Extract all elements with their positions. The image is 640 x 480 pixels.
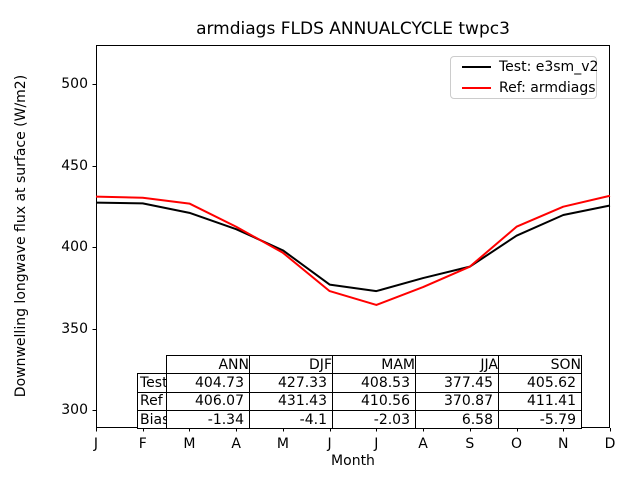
table-row: Test 404.73 427.33 408.53 377.45 405.62 (137, 373, 582, 393)
x-tick-label: M (183, 436, 196, 452)
table-cell: 405.62 (498, 373, 582, 393)
table-row-label: Bias (137, 409, 167, 430)
y-tick-label: 400 (61, 239, 88, 256)
table-cell: 370.87 (415, 391, 499, 411)
table-column-header: DJF (249, 354, 333, 375)
legend: Test: e3sm_v2 Ref: armdiags (450, 56, 599, 99)
table-cell: -5.79 (498, 409, 582, 430)
table-cell: -2.03 (332, 409, 416, 430)
x-tick-label: F (138, 436, 147, 452)
y-tick-label: 300 (61, 402, 88, 419)
x-tick-label: J (374, 436, 379, 452)
table-cell: -1.34 (166, 409, 250, 430)
table-row: Ref 406.07 431.43 410.56 370.87 411.41 (137, 391, 582, 411)
table-row-label: Ref (137, 391, 167, 411)
ref-line-sample-icon (462, 87, 491, 89)
seasonal-stats-table: ANN DJF MAM JJA SON Test 404.73 427.33 408.53 377… (137, 354, 582, 430)
table-cell: 377.45 (415, 373, 499, 393)
table-cell: 6.58 (415, 409, 499, 430)
ref-line (95, 194, 611, 306)
table-cell: 431.43 (249, 391, 333, 411)
table-column-header: JJA (415, 354, 499, 375)
y-tick-label: 500 (61, 76, 88, 93)
table-row-label: Test (137, 373, 167, 393)
table-header-row: ANN DJF MAM JJA SON (138, 354, 582, 375)
y-tick-label: 350 (61, 320, 88, 337)
x-tick-label: O (511, 436, 523, 452)
table-column-header: ANN (166, 354, 250, 375)
x-tick-label: N (558, 436, 569, 452)
table-cell: 404.73 (166, 373, 250, 393)
x-tick-label: J (327, 436, 332, 452)
test-line (95, 201, 611, 293)
test-line-sample-icon (462, 66, 491, 68)
data-lines (95, 194, 611, 306)
x-tick-label: D (604, 436, 616, 452)
x-tick-label: A (418, 436, 428, 452)
table-column-header: SON (498, 354, 582, 375)
table-row: Bias -1.34 -4.1 -2.03 6.58 -5.79 (137, 409, 582, 430)
x-tick-label: M (276, 436, 289, 452)
table-cell: 411.41 (498, 391, 582, 411)
x-axis-label: Month (331, 453, 375, 469)
table-cell: 408.53 (332, 373, 416, 393)
chart-title: armdiags FLDS ANNUALCYCLE twpc3 (196, 19, 510, 39)
table-cell: 410.56 (332, 391, 416, 411)
legend-label: Test: e3sm_v2 (499, 59, 599, 75)
y-tick-label: 450 (61, 157, 88, 174)
x-tick-label: A (231, 436, 241, 452)
table-cell: -4.1 (249, 409, 333, 430)
table-cell: 427.33 (249, 373, 333, 393)
table-corner-blank (138, 356, 167, 374)
x-tick-label: S (465, 436, 475, 452)
legend-item: Ref: armdiags (451, 80, 596, 97)
legend-label: Ref: armdiags (499, 80, 596, 96)
legend-item: Test: e3sm_v2 (451, 59, 599, 76)
table-cell: 406.07 (166, 391, 250, 411)
table-column-header: MAM (332, 354, 416, 375)
x-tick-label: J (93, 436, 99, 452)
